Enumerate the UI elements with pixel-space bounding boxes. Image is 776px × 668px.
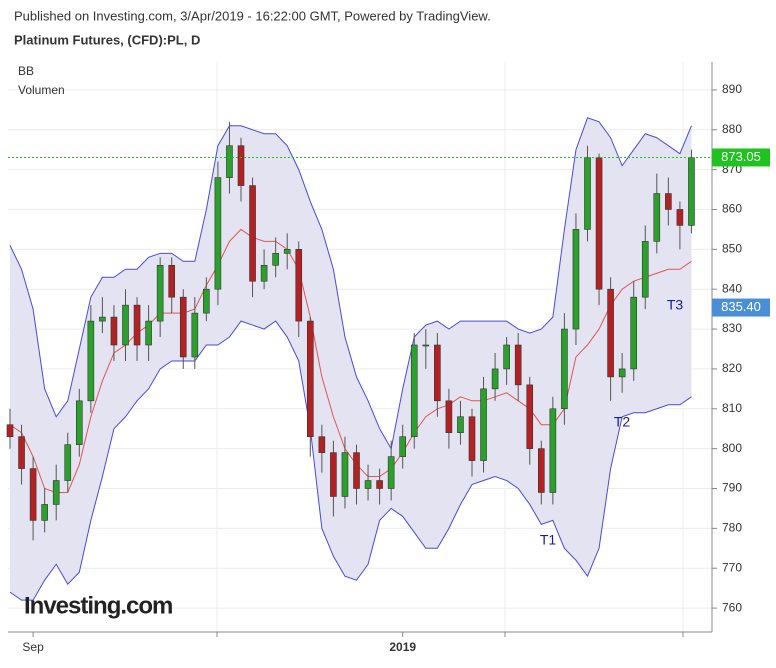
plot <box>6 89 712 609</box>
annotation: T3 <box>667 297 684 313</box>
candle-body <box>295 249 303 322</box>
candle-body <box>272 253 279 266</box>
candle-body <box>387 456 395 489</box>
published: Published on Investing.com, 3/Apr/2019 -… <box>14 8 491 23</box>
y-tick-label: 790 <box>722 481 742 495</box>
candle-body <box>676 209 684 226</box>
candle-body <box>630 296 638 370</box>
annotation: T2 <box>614 414 631 430</box>
price-label-box <box>712 298 770 317</box>
candle-body <box>29 468 37 521</box>
candle-body <box>318 436 326 453</box>
y-tick-label: 760 <box>722 600 742 614</box>
candle-body <box>468 416 476 461</box>
candle-body <box>179 296 187 358</box>
indicator: Volumen <box>18 83 65 97</box>
y-tick-label: 840 <box>722 281 742 295</box>
candle-body <box>572 229 580 330</box>
candle-body <box>18 436 25 469</box>
candle-body <box>260 264 268 282</box>
candle-body <box>133 304 141 346</box>
logo: Investing.com <box>24 592 172 619</box>
price-label-box <box>712 148 770 167</box>
y-tick-label: 810 <box>722 401 742 415</box>
candle-body <box>64 444 72 481</box>
candle-body <box>503 344 510 370</box>
y-tick-label: 800 <box>722 441 742 455</box>
candle-body <box>410 344 418 437</box>
candle-body <box>618 368 626 378</box>
candle-body <box>584 157 591 230</box>
candle-body <box>214 177 222 290</box>
candle-body <box>122 304 129 346</box>
candle-body <box>434 344 441 402</box>
candle-body <box>191 312 199 358</box>
candle-body <box>561 328 568 410</box>
candle-body <box>457 416 464 433</box>
candle-body <box>445 400 453 433</box>
candle-body <box>110 316 118 346</box>
price-label: 835.40 <box>721 299 761 314</box>
candle-body <box>364 480 372 489</box>
candle-body <box>6 424 14 437</box>
candle-body <box>526 384 534 449</box>
band-upper <box>9 117 692 451</box>
candle-body <box>595 157 603 290</box>
candle-body <box>99 316 106 322</box>
candle-body <box>237 145 245 186</box>
price-label: 873.05 <box>721 149 761 164</box>
candle-body <box>156 264 164 322</box>
y-tick-label: 780 <box>722 521 742 535</box>
y-tick-label: 890 <box>722 82 742 96</box>
candle-body <box>688 157 695 226</box>
candle-body <box>52 480 60 505</box>
y-tick-label: 850 <box>722 242 742 256</box>
candle-body <box>514 344 522 386</box>
candle-body <box>330 452 337 497</box>
candle-body <box>641 241 649 298</box>
candle-body <box>480 388 487 461</box>
y-tick-label: 820 <box>722 361 742 375</box>
candle-body <box>653 193 661 242</box>
candle-body <box>145 320 152 346</box>
candle-body <box>549 408 557 493</box>
candle-body <box>537 448 545 493</box>
band-lower <box>9 320 692 601</box>
candle-body <box>249 185 256 282</box>
candle-body <box>491 368 499 390</box>
candle-body <box>306 320 314 437</box>
candle-body <box>399 436 407 457</box>
candle-body <box>341 452 349 497</box>
band-fill <box>10 117 692 601</box>
y-tick-label: 880 <box>722 122 742 136</box>
chart-title: Platinum Futures, (CFD):PL, D <box>14 32 200 47</box>
candle-body <box>168 264 175 298</box>
candle-body <box>665 193 672 210</box>
candle-body <box>422 344 430 347</box>
candle-body <box>607 288 614 378</box>
candle-body <box>41 504 48 521</box>
candle-body <box>353 452 360 489</box>
indicator: BB <box>18 64 34 78</box>
y-tick-label: 770 <box>722 560 742 574</box>
candle-body <box>226 145 233 178</box>
candle-body <box>76 400 83 445</box>
candle-body <box>376 480 383 489</box>
y-tick-label: 860 <box>722 202 742 216</box>
candle-body <box>283 249 291 254</box>
annotation: T1 <box>540 532 557 548</box>
candle-body <box>203 288 210 314</box>
band-middle <box>9 228 692 493</box>
y-tick-label: 830 <box>722 321 742 335</box>
x-tick-label: Sep <box>22 640 44 654</box>
x-tick-label: 2019 <box>389 640 416 654</box>
candle-body <box>87 320 95 402</box>
